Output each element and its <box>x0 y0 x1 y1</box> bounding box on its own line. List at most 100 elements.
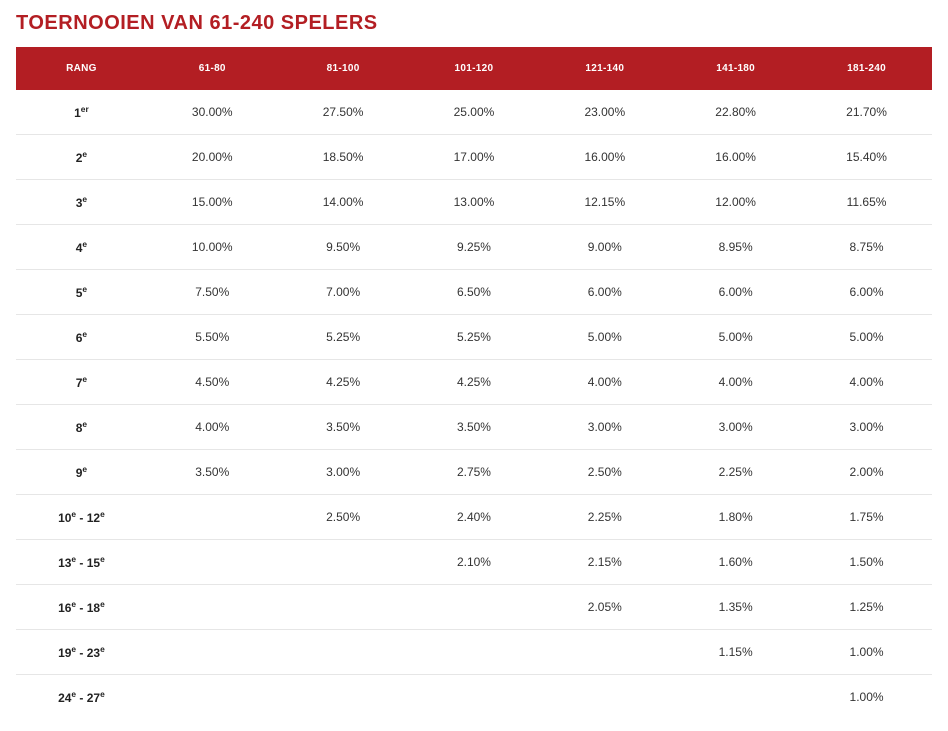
value-cell: 3.00% <box>670 405 801 450</box>
value-cell: 8.75% <box>801 225 932 270</box>
value-cell: 22.80% <box>670 90 801 135</box>
table-body: 1er30.00%27.50%25.00%23.00%22.80%21.70%2… <box>16 90 932 719</box>
value-cell <box>278 585 409 630</box>
value-cell: 3.50% <box>278 405 409 450</box>
value-cell: 2.25% <box>670 450 801 495</box>
table-row: 13e - 15e2.10%2.15%1.60%1.50% <box>16 540 932 585</box>
value-cell <box>147 540 278 585</box>
value-cell: 4.00% <box>539 360 670 405</box>
value-cell: 1.35% <box>670 585 801 630</box>
value-cell: 6.00% <box>670 270 801 315</box>
value-cell: 27.50% <box>278 90 409 135</box>
value-cell: 1.60% <box>670 540 801 585</box>
value-cell: 3.00% <box>539 405 670 450</box>
value-cell: 11.65% <box>801 180 932 225</box>
value-cell: 20.00% <box>147 135 278 180</box>
value-cell: 5.00% <box>670 315 801 360</box>
value-cell: 2.25% <box>539 495 670 540</box>
value-cell: 7.50% <box>147 270 278 315</box>
value-cell <box>147 675 278 720</box>
value-cell: 14.00% <box>278 180 409 225</box>
value-cell: 18.50% <box>278 135 409 180</box>
value-cell: 17.00% <box>409 135 540 180</box>
value-cell: 4.50% <box>147 360 278 405</box>
table-column-header: RANG <box>16 47 147 90</box>
value-cell: 1.75% <box>801 495 932 540</box>
value-cell: 30.00% <box>147 90 278 135</box>
value-cell: 23.00% <box>539 90 670 135</box>
rank-cell: 10e - 12e <box>16 495 147 540</box>
table-row: 10e - 12e 2.50%2.40%2.25%1.80%1.75% <box>16 495 932 540</box>
value-cell: 16.00% <box>539 135 670 180</box>
value-cell: 1.50% <box>801 540 932 585</box>
value-cell: 9.25% <box>409 225 540 270</box>
value-cell: 1.00% <box>801 630 932 675</box>
table-row: 5e7.50%7.00%6.50%6.00%6.00%6.00% <box>16 270 932 315</box>
rank-cell: 3e <box>16 180 147 225</box>
value-cell <box>409 630 540 675</box>
value-cell: 2.00% <box>801 450 932 495</box>
value-cell <box>409 675 540 720</box>
value-cell: 3.50% <box>147 450 278 495</box>
value-cell: 15.40% <box>801 135 932 180</box>
table-row: 8e4.00%3.50%3.50%3.00%3.00%3.00% <box>16 405 932 450</box>
value-cell: 12.00% <box>670 180 801 225</box>
value-cell: 4.25% <box>409 360 540 405</box>
value-cell: 10.00% <box>147 225 278 270</box>
rank-cell: 1er <box>16 90 147 135</box>
value-cell: 9.00% <box>539 225 670 270</box>
value-cell: 7.00% <box>278 270 409 315</box>
value-cell: 5.00% <box>539 315 670 360</box>
value-cell <box>539 675 670 720</box>
value-cell: 13.00% <box>409 180 540 225</box>
payout-table: RANG61-8081-100101-120121-140141-180181-… <box>16 47 932 719</box>
table-row: 3e15.00%14.00%13.00%12.15%12.00%11.65% <box>16 180 932 225</box>
value-cell: 2.50% <box>539 450 670 495</box>
value-cell: 9.50% <box>278 225 409 270</box>
value-cell: 8.95% <box>670 225 801 270</box>
value-cell: 15.00% <box>147 180 278 225</box>
table-column-header: 181-240 <box>801 47 932 90</box>
value-cell: 1.00% <box>801 675 932 720</box>
table-column-header: 61-80 <box>147 47 278 90</box>
rank-cell: 19e - 23e <box>16 630 147 675</box>
table-row: 9e3.50%3.00%2.75%2.50%2.25%2.00% <box>16 450 932 495</box>
table-row: 2e20.00%18.50%17.00%16.00%16.00%15.40% <box>16 135 932 180</box>
value-cell: 12.15% <box>539 180 670 225</box>
rank-cell: 6e <box>16 315 147 360</box>
value-cell: 4.00% <box>147 405 278 450</box>
table-row: 19e - 23e 1.15%1.00% <box>16 630 932 675</box>
value-cell: 1.25% <box>801 585 932 630</box>
value-cell: 1.15% <box>670 630 801 675</box>
rank-cell: 13e - 15e <box>16 540 147 585</box>
table-column-header: 101-120 <box>409 47 540 90</box>
value-cell: 5.00% <box>801 315 932 360</box>
table-column-header: 121-140 <box>539 47 670 90</box>
value-cell: 5.25% <box>409 315 540 360</box>
value-cell: 2.05% <box>539 585 670 630</box>
table-row: 6e5.50%5.25%5.25%5.00%5.00%5.00% <box>16 315 932 360</box>
value-cell <box>147 585 278 630</box>
value-cell: 2.75% <box>409 450 540 495</box>
rank-cell: 8e <box>16 405 147 450</box>
table-row: 1er30.00%27.50%25.00%23.00%22.80%21.70% <box>16 90 932 135</box>
rank-cell: 16e - 18e <box>16 585 147 630</box>
value-cell: 21.70% <box>801 90 932 135</box>
value-cell: 2.40% <box>409 495 540 540</box>
value-cell: 4.25% <box>278 360 409 405</box>
value-cell: 2.50% <box>278 495 409 540</box>
value-cell: 6.00% <box>801 270 932 315</box>
table-column-header: 141-180 <box>670 47 801 90</box>
value-cell <box>147 630 278 675</box>
table-row: 16e - 18e 2.05%1.35%1.25% <box>16 585 932 630</box>
value-cell <box>278 540 409 585</box>
rank-cell: 2e <box>16 135 147 180</box>
table-row: 7e4.50%4.25%4.25%4.00%4.00%4.00% <box>16 360 932 405</box>
table-header-row: RANG61-8081-100101-120121-140141-180181-… <box>16 47 932 90</box>
page-title: TOERNOOIEN VAN 61-240 SPELERS <box>16 12 932 35</box>
value-cell: 6.00% <box>539 270 670 315</box>
value-cell: 4.00% <box>801 360 932 405</box>
rank-cell: 7e <box>16 360 147 405</box>
value-cell: 1.80% <box>670 495 801 540</box>
value-cell: 3.00% <box>801 405 932 450</box>
